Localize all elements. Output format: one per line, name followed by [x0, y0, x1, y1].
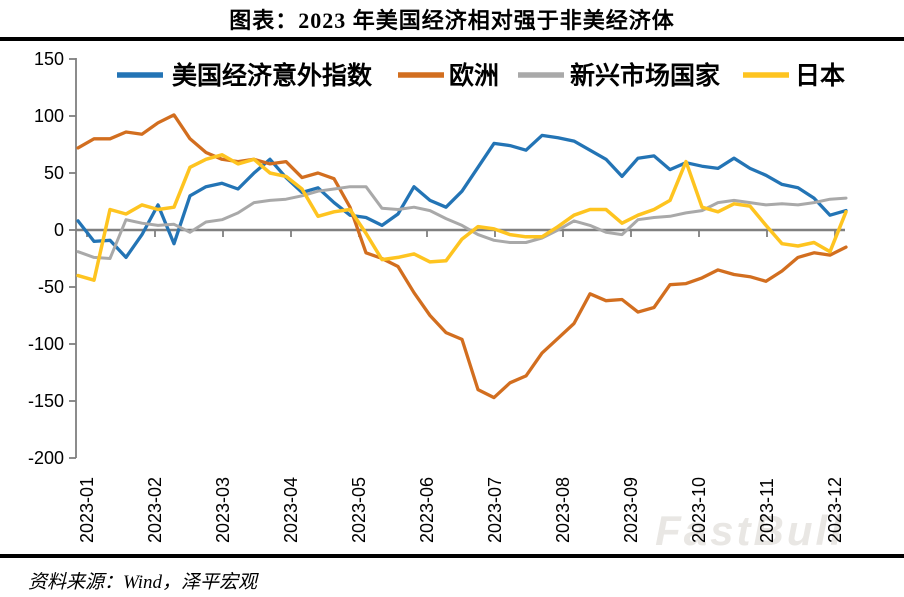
x-tick-label: 2023-11 — [757, 478, 777, 543]
source-note: 资料来源：Wind，泽平宏观 — [28, 572, 258, 593]
series-lines — [76, 113, 848, 400]
y-tick-label: -150 — [28, 391, 64, 411]
y-tick-label: 150 — [34, 49, 64, 69]
page-title: 图表：2023 年美国经济相对强于非美经济体 — [229, 7, 675, 33]
x-tick-label: 2023-06 — [417, 477, 437, 543]
x-tick-label: 2023-01 — [77, 477, 97, 543]
series-line-2 — [76, 113, 848, 400]
y-tick-label: -50 — [38, 277, 64, 297]
legend-label: 欧洲 — [449, 61, 499, 90]
line-chart: FastBull 150 100 50 0 -50 -100 -150 -200 2023-0… — [28, 49, 848, 554]
series-line-1 — [76, 133, 848, 260]
y-tick-label: -200 — [28, 448, 64, 468]
x-tick-label: 2023-02 — [145, 477, 165, 543]
legend-label: 美国经济意外指数 — [172, 61, 373, 90]
series-line-3 — [76, 185, 848, 260]
series-line-4 — [76, 153, 848, 282]
x-tick-label: 2023-09 — [621, 477, 641, 543]
bottom-divider — [0, 554, 904, 558]
legend-label: 新兴市场国家 — [570, 61, 720, 90]
x-axis-ticks: 2023-01 2023-02 2023-03 2023-04 2023-05 2023-… — [77, 230, 845, 543]
legend-label: 日本 — [795, 62, 845, 90]
y-axis-ticks: 150 100 50 0 -50 -100 -150 -200 — [28, 49, 76, 468]
watermark: FastBull — [655, 507, 845, 549]
x-tick-label: 2023-10 — [689, 477, 709, 543]
top-divider — [0, 37, 904, 41]
x-tick-label: 2023-04 — [281, 477, 301, 543]
x-tick-label: 2023-12 — [825, 477, 845, 543]
y-tick-label: -100 — [28, 334, 64, 354]
y-tick-label: 100 — [34, 106, 64, 126]
y-tick-label: 50 — [44, 163, 64, 183]
chart-legend: 美国经济意外指数 欧洲 新兴市场国家 日本 — [117, 61, 845, 90]
y-tick-label: 0 — [54, 220, 64, 240]
x-tick-label: 2023-07 — [485, 477, 505, 543]
x-tick-label: 2023-05 — [349, 477, 369, 543]
x-tick-label: 2023-08 — [553, 477, 573, 543]
x-tick-label: 2023-03 — [213, 477, 233, 543]
